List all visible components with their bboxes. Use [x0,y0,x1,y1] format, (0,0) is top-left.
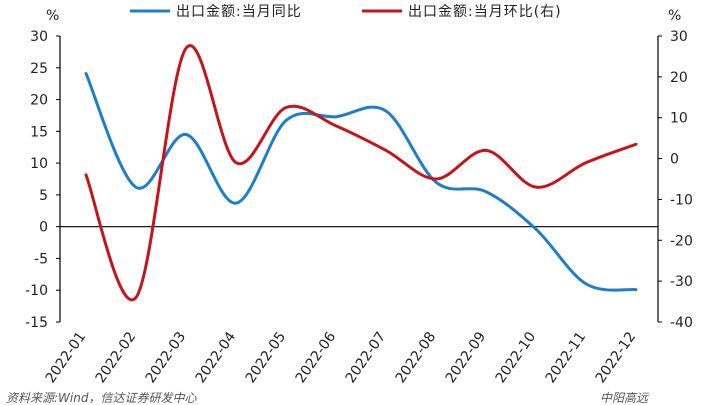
left-tick-label: -5 [34,251,48,267]
x-tick-label: 2022-11 [543,329,590,386]
right-tick-label: 0 [670,152,679,168]
legend-label-mom: 出口金额:当月环比(右) [408,4,562,20]
left-tick-label: 25 [30,61,48,77]
legend-label-yoy: 出口金额:当月同比 [176,4,302,20]
right-tick-label: -20 [670,233,693,249]
right-axis-unit: % [668,8,681,24]
left-tick-label: 20 [30,93,48,109]
x-tick-label: 2022-09 [443,329,490,386]
right-tick-label: -40 [670,315,693,331]
legend: 出口金额:当月同比 出口金额:当月环比(右) [130,4,562,20]
left-tick-label: 15 [30,124,48,140]
x-tick-label: 2022-12 [593,329,640,386]
left-tick-label: 5 [39,188,48,204]
x-tick-label: 2022-08 [393,329,440,386]
x-tick-label: 2022-01 [43,329,90,386]
x-tick-label: 2022-04 [193,329,240,386]
source-note: 资料来源:Wind，信达证券研发中心 [6,391,197,405]
right-y-ticks: -40 -30 -20 -10 0 10 20 30 [658,29,693,331]
series-line-mom [84,44,638,302]
x-tick-label: 2022-05 [243,329,290,386]
x-tick-label: 2022-07 [343,329,390,386]
x-tick-label: 2022-03 [143,329,190,386]
left-y-ticks: -15 -10 -5 0 5 10 15 20 25 30 [25,29,60,331]
left-tick-label: -10 [25,283,48,299]
right-tick-label: 20 [670,70,688,86]
left-tick-label: 30 [30,29,48,45]
right-tick-label: 10 [670,111,688,127]
x-axis-ticks: 2022-01 2022-02 2022-03 2022-04 2022-05 2022-… [43,329,640,386]
right-tick-label: -10 [670,192,693,208]
left-tick-label: -15 [25,315,48,331]
watermark-text: 中阳高远 [600,391,649,405]
right-tick-label: -30 [670,274,693,290]
left-axis-unit: % [46,8,59,24]
x-tick-label: 2022-06 [293,329,340,386]
x-tick-label: 2022-02 [93,329,140,386]
right-tick-label: 30 [670,29,688,45]
x-tick-label: 2022-10 [493,329,540,386]
left-tick-label: 0 [39,220,48,236]
left-tick-label: 10 [30,156,48,172]
